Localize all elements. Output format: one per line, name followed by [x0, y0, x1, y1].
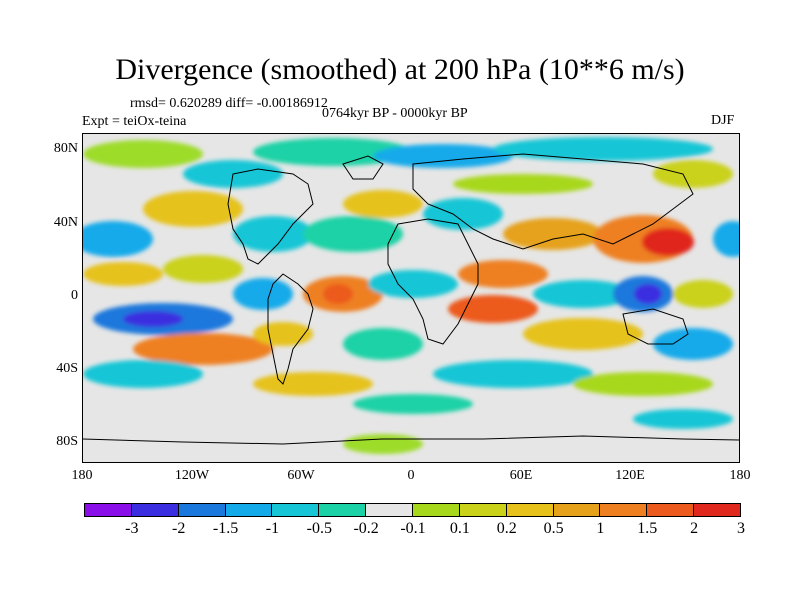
- colorbar-cell: [412, 503, 460, 517]
- colorbar-label: -2: [172, 520, 186, 537]
- stats-label: rmsd= 0.620289 diff= -0.00186912: [130, 96, 328, 111]
- lat-label-eq: 0: [71, 288, 78, 303]
- lon-label-120e: 120E: [615, 468, 645, 483]
- colorbar-cell: [552, 503, 601, 517]
- colorbar-cell: [271, 503, 320, 517]
- map-plot-area: [82, 133, 740, 463]
- colorbar-label: 1.5: [637, 520, 658, 537]
- colorbar-label: -0.1: [400, 520, 426, 537]
- lat-label-40n: 40N: [53, 215, 78, 230]
- colorbar-cell: [646, 503, 695, 517]
- colorbar: [84, 503, 742, 517]
- colorbar-label: 0.1: [449, 520, 470, 537]
- experiment-label: Expt = teiOx-teina: [82, 114, 187, 129]
- divergence-field: [83, 137, 739, 454]
- colorbar-label: -0.5: [306, 520, 332, 537]
- colorbar-label: 2: [690, 520, 699, 537]
- period-label: 0764kyr BP - 0000kyr BP: [322, 106, 468, 121]
- divergence-map: [83, 137, 739, 454]
- colorbar-cell: [318, 503, 367, 517]
- colorbar-cell: [365, 503, 414, 517]
- colorbar-label: -1: [265, 520, 280, 537]
- colorbar-cell: [458, 503, 507, 517]
- colorbar-label: -0.2: [353, 520, 379, 537]
- lon-label-0: 0: [407, 468, 415, 483]
- colorbar-label: 0.2: [496, 520, 517, 537]
- lat-label-40s: 40S: [56, 361, 78, 376]
- colorbar-label: 0.5: [543, 520, 564, 537]
- lat-label-80n: 80N: [53, 141, 78, 156]
- colorbar-label: -1.5: [212, 520, 239, 537]
- lon-label-120w: 120W: [174, 468, 210, 483]
- coastlines: [83, 153, 739, 445]
- colorbar-cell: [224, 503, 273, 517]
- lon-label-60w: 60W: [287, 468, 315, 483]
- colorbar-cell: [693, 503, 742, 517]
- colorbar-cell: [599, 503, 648, 517]
- colorbar-cell: [505, 503, 554, 517]
- colorbar-cell: [130, 503, 179, 517]
- colorbar-label: -3: [125, 520, 139, 537]
- colorbar-label: 3: [737, 520, 745, 537]
- colorbar-cell: [177, 503, 226, 517]
- lon-label-180w: 180: [71, 468, 93, 483]
- colorbar-cell: [84, 503, 132, 517]
- lon-label-180e: 180: [729, 468, 751, 483]
- season-label: DJF: [711, 113, 735, 128]
- lat-label-80s: 80S: [56, 434, 78, 449]
- colorbar-label: 1: [596, 520, 605, 537]
- lon-label-60e: 60E: [509, 468, 533, 483]
- chart-title: Divergence (smoothed) at 200 hPa (10**6 …: [115, 53, 685, 86]
